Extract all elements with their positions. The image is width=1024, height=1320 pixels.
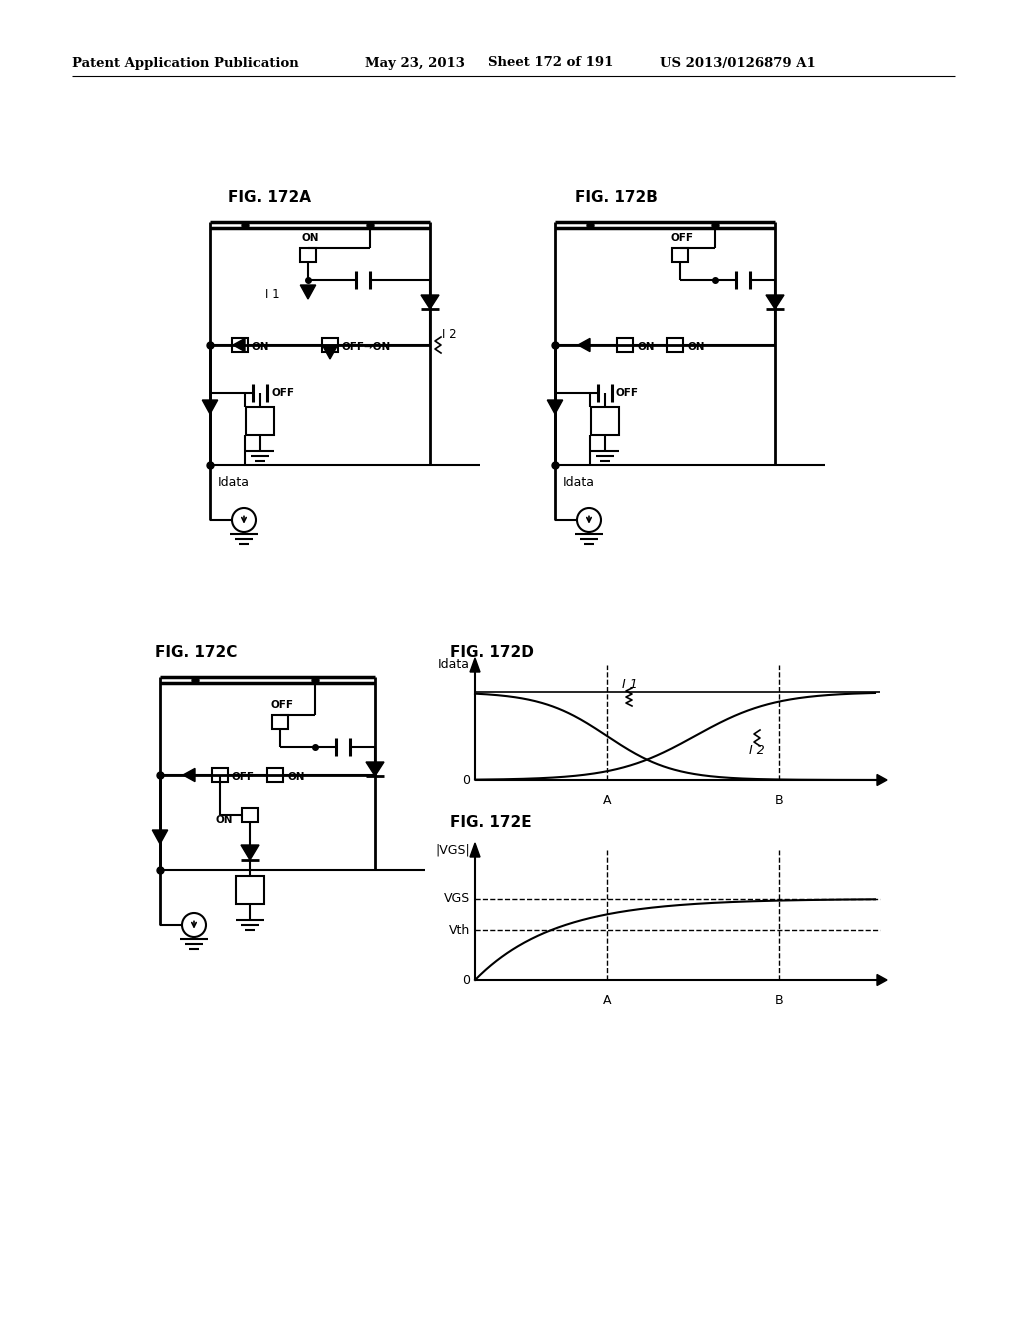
Text: B: B: [775, 994, 783, 1007]
Bar: [272, 715, 288, 729]
Text: OFF: OFF: [232, 772, 255, 781]
Text: Idata: Idata: [438, 659, 470, 672]
Polygon shape: [366, 762, 384, 776]
Polygon shape: [766, 294, 784, 309]
Bar: [672, 248, 688, 261]
Bar: [236, 876, 264, 904]
Text: FIG. 172D: FIG. 172D: [450, 645, 534, 660]
Polygon shape: [470, 657, 480, 672]
Text: FIG. 172B: FIG. 172B: [575, 190, 657, 205]
Polygon shape: [877, 775, 887, 785]
Text: ON: ON: [287, 772, 304, 781]
Text: Idata: Idata: [563, 477, 595, 490]
Polygon shape: [241, 845, 259, 861]
Text: I 1: I 1: [622, 678, 638, 692]
Text: Vth: Vth: [449, 924, 470, 936]
Text: Sheet 172 of 191: Sheet 172 of 191: [488, 57, 613, 70]
Polygon shape: [578, 338, 590, 351]
Bar: [667, 338, 683, 352]
Bar: [300, 248, 316, 261]
Bar: [242, 808, 258, 822]
Text: 0: 0: [462, 774, 470, 787]
Text: ON: ON: [252, 342, 269, 352]
Text: OFF: OFF: [270, 700, 294, 710]
Bar: [246, 407, 274, 436]
Bar: [591, 407, 618, 436]
Text: FIG. 172A: FIG. 172A: [228, 190, 311, 205]
Polygon shape: [470, 843, 480, 857]
Polygon shape: [203, 400, 218, 414]
Text: OFF→ON: OFF→ON: [342, 342, 391, 352]
Text: Patent Application Publication: Patent Application Publication: [72, 57, 299, 70]
Polygon shape: [877, 974, 887, 986]
Text: 0: 0: [462, 974, 470, 986]
Polygon shape: [547, 400, 563, 414]
Bar: [617, 338, 633, 352]
Text: FIG. 172C: FIG. 172C: [155, 645, 238, 660]
Text: I 2: I 2: [442, 329, 457, 342]
Text: ON: ON: [687, 342, 705, 352]
Polygon shape: [323, 345, 338, 359]
Polygon shape: [300, 285, 315, 300]
Bar: [322, 338, 338, 352]
Text: FIG. 172E: FIG. 172E: [450, 814, 531, 830]
Bar: [267, 768, 283, 781]
Text: ON: ON: [637, 342, 654, 352]
Text: I 2: I 2: [749, 743, 765, 756]
Text: I 1: I 1: [265, 289, 280, 301]
Text: ON: ON: [301, 234, 318, 243]
Text: ON: ON: [215, 814, 232, 825]
Text: US 2013/0126879 A1: US 2013/0126879 A1: [660, 57, 816, 70]
Text: B: B: [775, 795, 783, 807]
Text: A: A: [603, 795, 611, 807]
Bar: [212, 768, 228, 781]
Bar: [232, 338, 248, 352]
Text: OFF: OFF: [671, 234, 693, 243]
Polygon shape: [233, 338, 245, 351]
Text: Idata: Idata: [218, 477, 250, 490]
Text: A: A: [603, 994, 611, 1007]
Polygon shape: [183, 768, 195, 781]
Text: |VGS|: |VGS|: [435, 843, 470, 857]
Polygon shape: [421, 294, 439, 309]
Text: May 23, 2013: May 23, 2013: [365, 57, 465, 70]
Text: VGS: VGS: [443, 892, 470, 906]
Text: OFF: OFF: [616, 388, 639, 399]
Text: OFF: OFF: [271, 388, 294, 399]
Polygon shape: [153, 830, 168, 843]
